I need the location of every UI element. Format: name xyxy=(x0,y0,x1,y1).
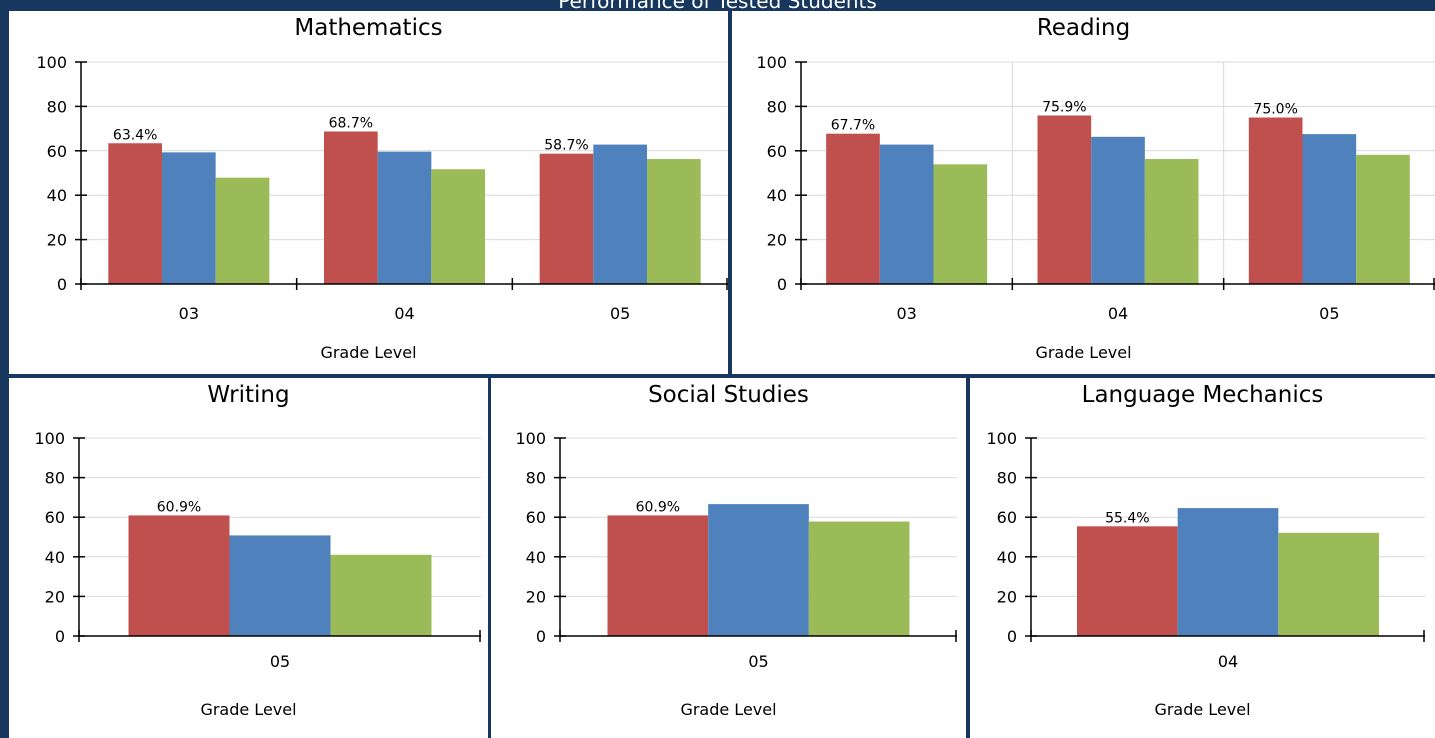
chart-title: Social Studies xyxy=(491,381,966,409)
x-axis-label: Grade Level xyxy=(9,343,728,362)
y-tick-label: 80 xyxy=(526,469,546,488)
category-label: 04 xyxy=(394,304,414,323)
chart-title: Language Mechanics xyxy=(970,381,1435,409)
data-label: 67.7% xyxy=(831,118,875,134)
bar xyxy=(1249,118,1303,285)
page-title: Performance of Tested Students xyxy=(0,0,1435,11)
bar xyxy=(593,145,647,284)
bar xyxy=(378,152,432,284)
social-studies-chart-svg: 60.9% 05 0 20 40 60 80 100 xyxy=(491,378,966,738)
bar xyxy=(108,143,162,284)
x-axis-label: Grade Level xyxy=(732,343,1435,362)
bar xyxy=(809,522,910,636)
data-label: 75.9% xyxy=(1042,100,1086,116)
data-label: 63.4% xyxy=(113,127,157,143)
chart-title: Writing xyxy=(9,381,488,409)
y-tick-label: 60 xyxy=(47,142,67,161)
y-tick-label: 100 xyxy=(34,429,65,448)
bar xyxy=(1178,508,1279,636)
bar xyxy=(431,169,485,284)
data-label: 60.9% xyxy=(636,499,680,515)
bar xyxy=(826,134,880,284)
bar xyxy=(324,131,378,284)
bar xyxy=(647,159,701,284)
y-tick-label: 40 xyxy=(47,186,67,205)
y-tick-label: 100 xyxy=(36,53,67,72)
y-tick-label: 60 xyxy=(997,508,1017,527)
data-label: 60.9% xyxy=(157,499,201,515)
bar xyxy=(331,555,432,636)
bar xyxy=(1145,159,1199,284)
bar xyxy=(708,504,809,636)
chart-panel-mathematics: Mathematics 63.4% 03 68.7% 04 58.7% 05 0 20 40 60… xyxy=(9,11,728,374)
x-axis-label: Grade Level xyxy=(491,700,966,719)
x-axis-label: Grade Level xyxy=(970,700,1435,719)
bar xyxy=(230,535,331,636)
bar xyxy=(934,164,988,284)
y-tick-label: 100 xyxy=(986,429,1017,448)
bar xyxy=(880,145,934,284)
bar xyxy=(216,178,270,284)
category-label: 03 xyxy=(179,304,199,323)
y-tick-label: 0 xyxy=(1007,627,1017,646)
bar xyxy=(1278,533,1379,636)
y-tick-label: 80 xyxy=(997,469,1017,488)
bar xyxy=(129,515,230,636)
category-label: 04 xyxy=(1218,652,1238,671)
y-tick-label: 0 xyxy=(57,275,67,294)
category-label: 03 xyxy=(896,304,916,323)
y-tick-label: 100 xyxy=(515,429,546,448)
category-label: 05 xyxy=(610,304,630,323)
bar xyxy=(1038,116,1092,284)
y-tick-label: 60 xyxy=(526,508,546,527)
y-tick-label: 80 xyxy=(767,97,787,116)
y-tick-label: 60 xyxy=(45,508,65,527)
chart-title: Reading xyxy=(732,14,1435,42)
y-tick-label: 40 xyxy=(767,186,787,205)
data-label: 75.0% xyxy=(1253,102,1297,118)
y-tick-label: 40 xyxy=(45,548,65,567)
bar xyxy=(1077,526,1178,636)
category-label: 05 xyxy=(1319,304,1339,323)
chart-panel-language-mechanics: Language Mechanics 55.4% 04 0 20 40 60 80 100 G… xyxy=(970,378,1435,738)
y-tick-label: 40 xyxy=(997,548,1017,567)
y-tick-label: 0 xyxy=(536,627,546,646)
chart-panel-reading: Reading 67.7% 03 75.9% 04 75.0% 05 0 20 40 60 80 10… xyxy=(732,11,1435,374)
y-tick-label: 60 xyxy=(767,142,787,161)
bar xyxy=(162,152,216,284)
y-tick-label: 100 xyxy=(756,53,787,72)
y-tick-label: 0 xyxy=(55,627,65,646)
data-label: 58.7% xyxy=(544,138,588,154)
category-label: 05 xyxy=(748,652,768,671)
chart-title: Mathematics xyxy=(9,14,728,42)
category-label: 04 xyxy=(1108,304,1128,323)
y-tick-label: 80 xyxy=(47,97,67,116)
bar xyxy=(540,154,594,284)
chart-panel-social-studies: Social Studies 60.9% 05 0 20 40 60 80 100 Grade… xyxy=(491,378,966,738)
data-label: 55.4% xyxy=(1105,510,1149,526)
y-tick-label: 40 xyxy=(526,548,546,567)
reading-chart-svg: 67.7% 03 75.9% 04 75.0% 05 0 20 40 60 80 100 xyxy=(732,11,1435,374)
writing-chart-svg: 60.9% 05 0 20 40 60 80 100 xyxy=(9,378,488,738)
mathematics-chart-svg: 63.4% 03 68.7% 04 58.7% 05 0 20 40 60 80 100 xyxy=(9,11,728,374)
chart-panel-writing: Writing 60.9% 05 0 20 40 60 80 100 Grade Level xyxy=(9,378,488,738)
x-axis-label: Grade Level xyxy=(9,700,488,719)
bar xyxy=(1303,134,1357,284)
category-label: 05 xyxy=(270,652,290,671)
y-tick-label: 20 xyxy=(997,587,1017,606)
bar xyxy=(608,515,709,636)
y-tick-label: 20 xyxy=(45,587,65,606)
y-tick-label: 20 xyxy=(526,587,546,606)
bar xyxy=(1356,155,1410,284)
bar xyxy=(1091,137,1145,284)
data-label: 68.7% xyxy=(329,115,373,131)
language-mechanics-chart-svg: 55.4% 04 0 20 40 60 80 100 xyxy=(970,378,1435,738)
y-tick-label: 0 xyxy=(777,275,787,294)
y-tick-label: 80 xyxy=(45,469,65,488)
y-tick-label: 20 xyxy=(47,231,67,250)
y-tick-label: 20 xyxy=(767,231,787,250)
